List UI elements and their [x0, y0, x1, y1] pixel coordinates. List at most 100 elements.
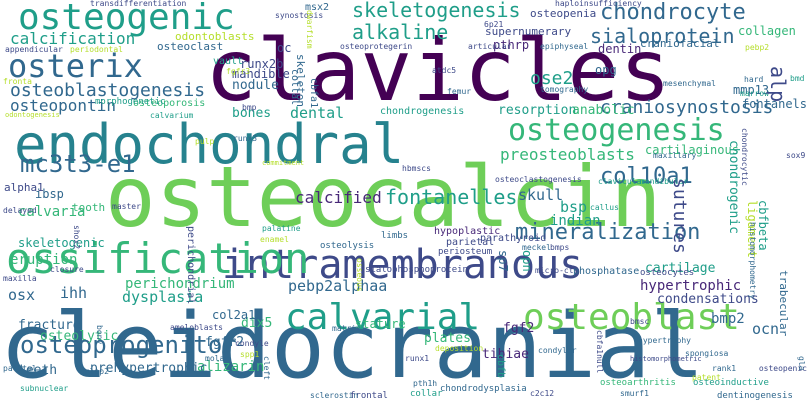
word-collal: collal [289, 69, 300, 106]
word-synostosis: synostosis [275, 11, 324, 20]
word-osseous: osseous [355, 258, 364, 292]
word-cbfb: cbfb [495, 354, 506, 379]
word-clavicular: clavicular [598, 177, 647, 186]
word-delayed: delayed [3, 206, 37, 215]
word-odontoblasts: odontoblasts [175, 30, 255, 43]
word-osteoarthritis: osteoarthritis [600, 378, 676, 388]
word-calvaria: calvaria [18, 204, 86, 220]
word-commitment: commitment [262, 159, 305, 167]
word-msx2: msx2 [305, 2, 330, 13]
word-callus: callus [590, 203, 619, 212]
word-trabecular: trabecular [777, 270, 790, 337]
word-collar: collar [410, 389, 443, 399]
word-mmp13: mmp13 [733, 83, 770, 97]
word-calcified: calcified [295, 188, 382, 207]
word-calcification: calcification [10, 29, 136, 48]
word-supernumerary: supernumerary [485, 25, 572, 38]
word-hypoplastic: hypoplastic [434, 226, 501, 237]
word-bmsc: bmsc [630, 317, 650, 326]
word-spongiosa: spongiosa [685, 349, 729, 358]
word-parietal: parietal [446, 237, 495, 248]
word-osteocytes: osteocytes [640, 268, 695, 278]
word-6p21: 6p21 [484, 20, 504, 29]
word-patent: patent [692, 373, 721, 382]
word-fontanelles: fontanelles [385, 185, 518, 209]
word-tooth: tooth [72, 201, 106, 214]
word-epiphyseal: epiphyseal [540, 42, 589, 51]
word-hard: hard [744, 75, 764, 84]
word-condylar: condylar [538, 346, 577, 355]
word-fontanels: fontanels [741, 97, 807, 111]
word-transdifferentiation: transdifferentiation [90, 0, 187, 8]
word-eruption: eruption [10, 252, 78, 268]
word-skeleton: skeleton [294, 54, 307, 107]
word-dwarfism: dwarfism [305, 10, 314, 49]
word-cartilage: cartilage [645, 261, 716, 276]
word-ossification: ossification [6, 234, 310, 283]
word-tibiae: tibiae [482, 347, 529, 362]
word-ibsp: ibsp [35, 187, 64, 201]
word-collagen: collagen [738, 24, 796, 38]
word-master: master [112, 202, 141, 211]
word-condensations: condensations [657, 292, 759, 307]
word-perichondrium: perichondrium [125, 276, 235, 292]
word-tomography: tomography [540, 85, 589, 94]
word-haploinsufficiency: haploinsufficiency [555, 0, 642, 8]
word-rank1: rank1 [712, 364, 737, 373]
word-perichondrial: perichondrial [185, 226, 196, 305]
word-ihh: ihh [60, 284, 88, 302]
word-dentin: dentin [598, 42, 642, 56]
word-c2c12: c2c12 [530, 389, 555, 398]
word-chondrocyte: chondrocyte [600, 0, 746, 25]
word-opg: opg [595, 63, 617, 77]
word-runx3: runx3 [233, 134, 258, 143]
word-cartilaginous: cartilaginous [645, 143, 739, 157]
word-articular: articular [468, 42, 512, 51]
word-bsp: bsp [560, 198, 588, 216]
word-fronta: fronta [3, 77, 32, 86]
word-parathyroid: parathyroid [480, 233, 547, 244]
word-chondrodysplasia: chondrodysplasia [440, 384, 527, 394]
word-palatine: palatine [262, 224, 301, 233]
word-mineralization: mineralization [515, 220, 701, 245]
word-sox9: sox9 [786, 151, 806, 160]
word-skeletogenesis: skeletogenesis [352, 0, 521, 22]
word-deposition: deposition [435, 344, 484, 353]
word-chondrocytic: chondrocytic [740, 128, 749, 186]
word-cbfbeta: cbfbeta [756, 200, 770, 251]
word-appendicular: appendicular [5, 45, 63, 54]
word-opn: opn [520, 250, 534, 272]
word-ligament: ligament [745, 200, 759, 258]
word-maxilla: maxilla [3, 274, 37, 283]
word-osteopenia: osteopenia [530, 7, 597, 20]
word-osteoclastogenesis: osteoclastogenesis [495, 175, 582, 184]
word-osteolysis: osteolysis [320, 241, 375, 251]
word-sialophosphoprotein: sialophosphoprotein [365, 265, 468, 275]
word-frontal: frontal [350, 391, 388, 401]
word-intramembranous: intramembranous [222, 242, 584, 288]
word-alpha1: alpha1 [4, 181, 44, 194]
word-dix5: dix5 [241, 316, 273, 331]
word-smurf1: smurf1 [620, 389, 649, 398]
word-molar: molar [205, 354, 230, 363]
word-hypertrophy: hypertrophy [638, 336, 691, 345]
word-col2a1: col2a1 [212, 308, 256, 322]
word-dental: dental [290, 104, 345, 122]
word-osteolytic: osteolytic [40, 329, 119, 344]
word-osteoinductive: osteoinductive [693, 378, 769, 388]
word-stature: stature [355, 317, 406, 331]
word-cleidocranial: cleidocranial [0, 294, 705, 399]
word-dentinogenesis: dentinogenesis [717, 391, 793, 401]
word-oc: oc [277, 41, 292, 55]
word-plates: plates [424, 331, 471, 346]
word-ocn: ocn [752, 320, 780, 338]
word-dysplasia: dysplasia [122, 288, 204, 306]
word-phosphatase: phosphatase [573, 266, 640, 277]
word-histomorphometry: histomorphometry [748, 222, 757, 300]
word-bmp2: bmp2 [711, 311, 745, 327]
word-meckel: meckel [522, 243, 551, 252]
word-cleft: cleft [262, 356, 271, 381]
word-indian: indian [550, 213, 601, 229]
word-pthrp: pthrp [493, 38, 530, 52]
